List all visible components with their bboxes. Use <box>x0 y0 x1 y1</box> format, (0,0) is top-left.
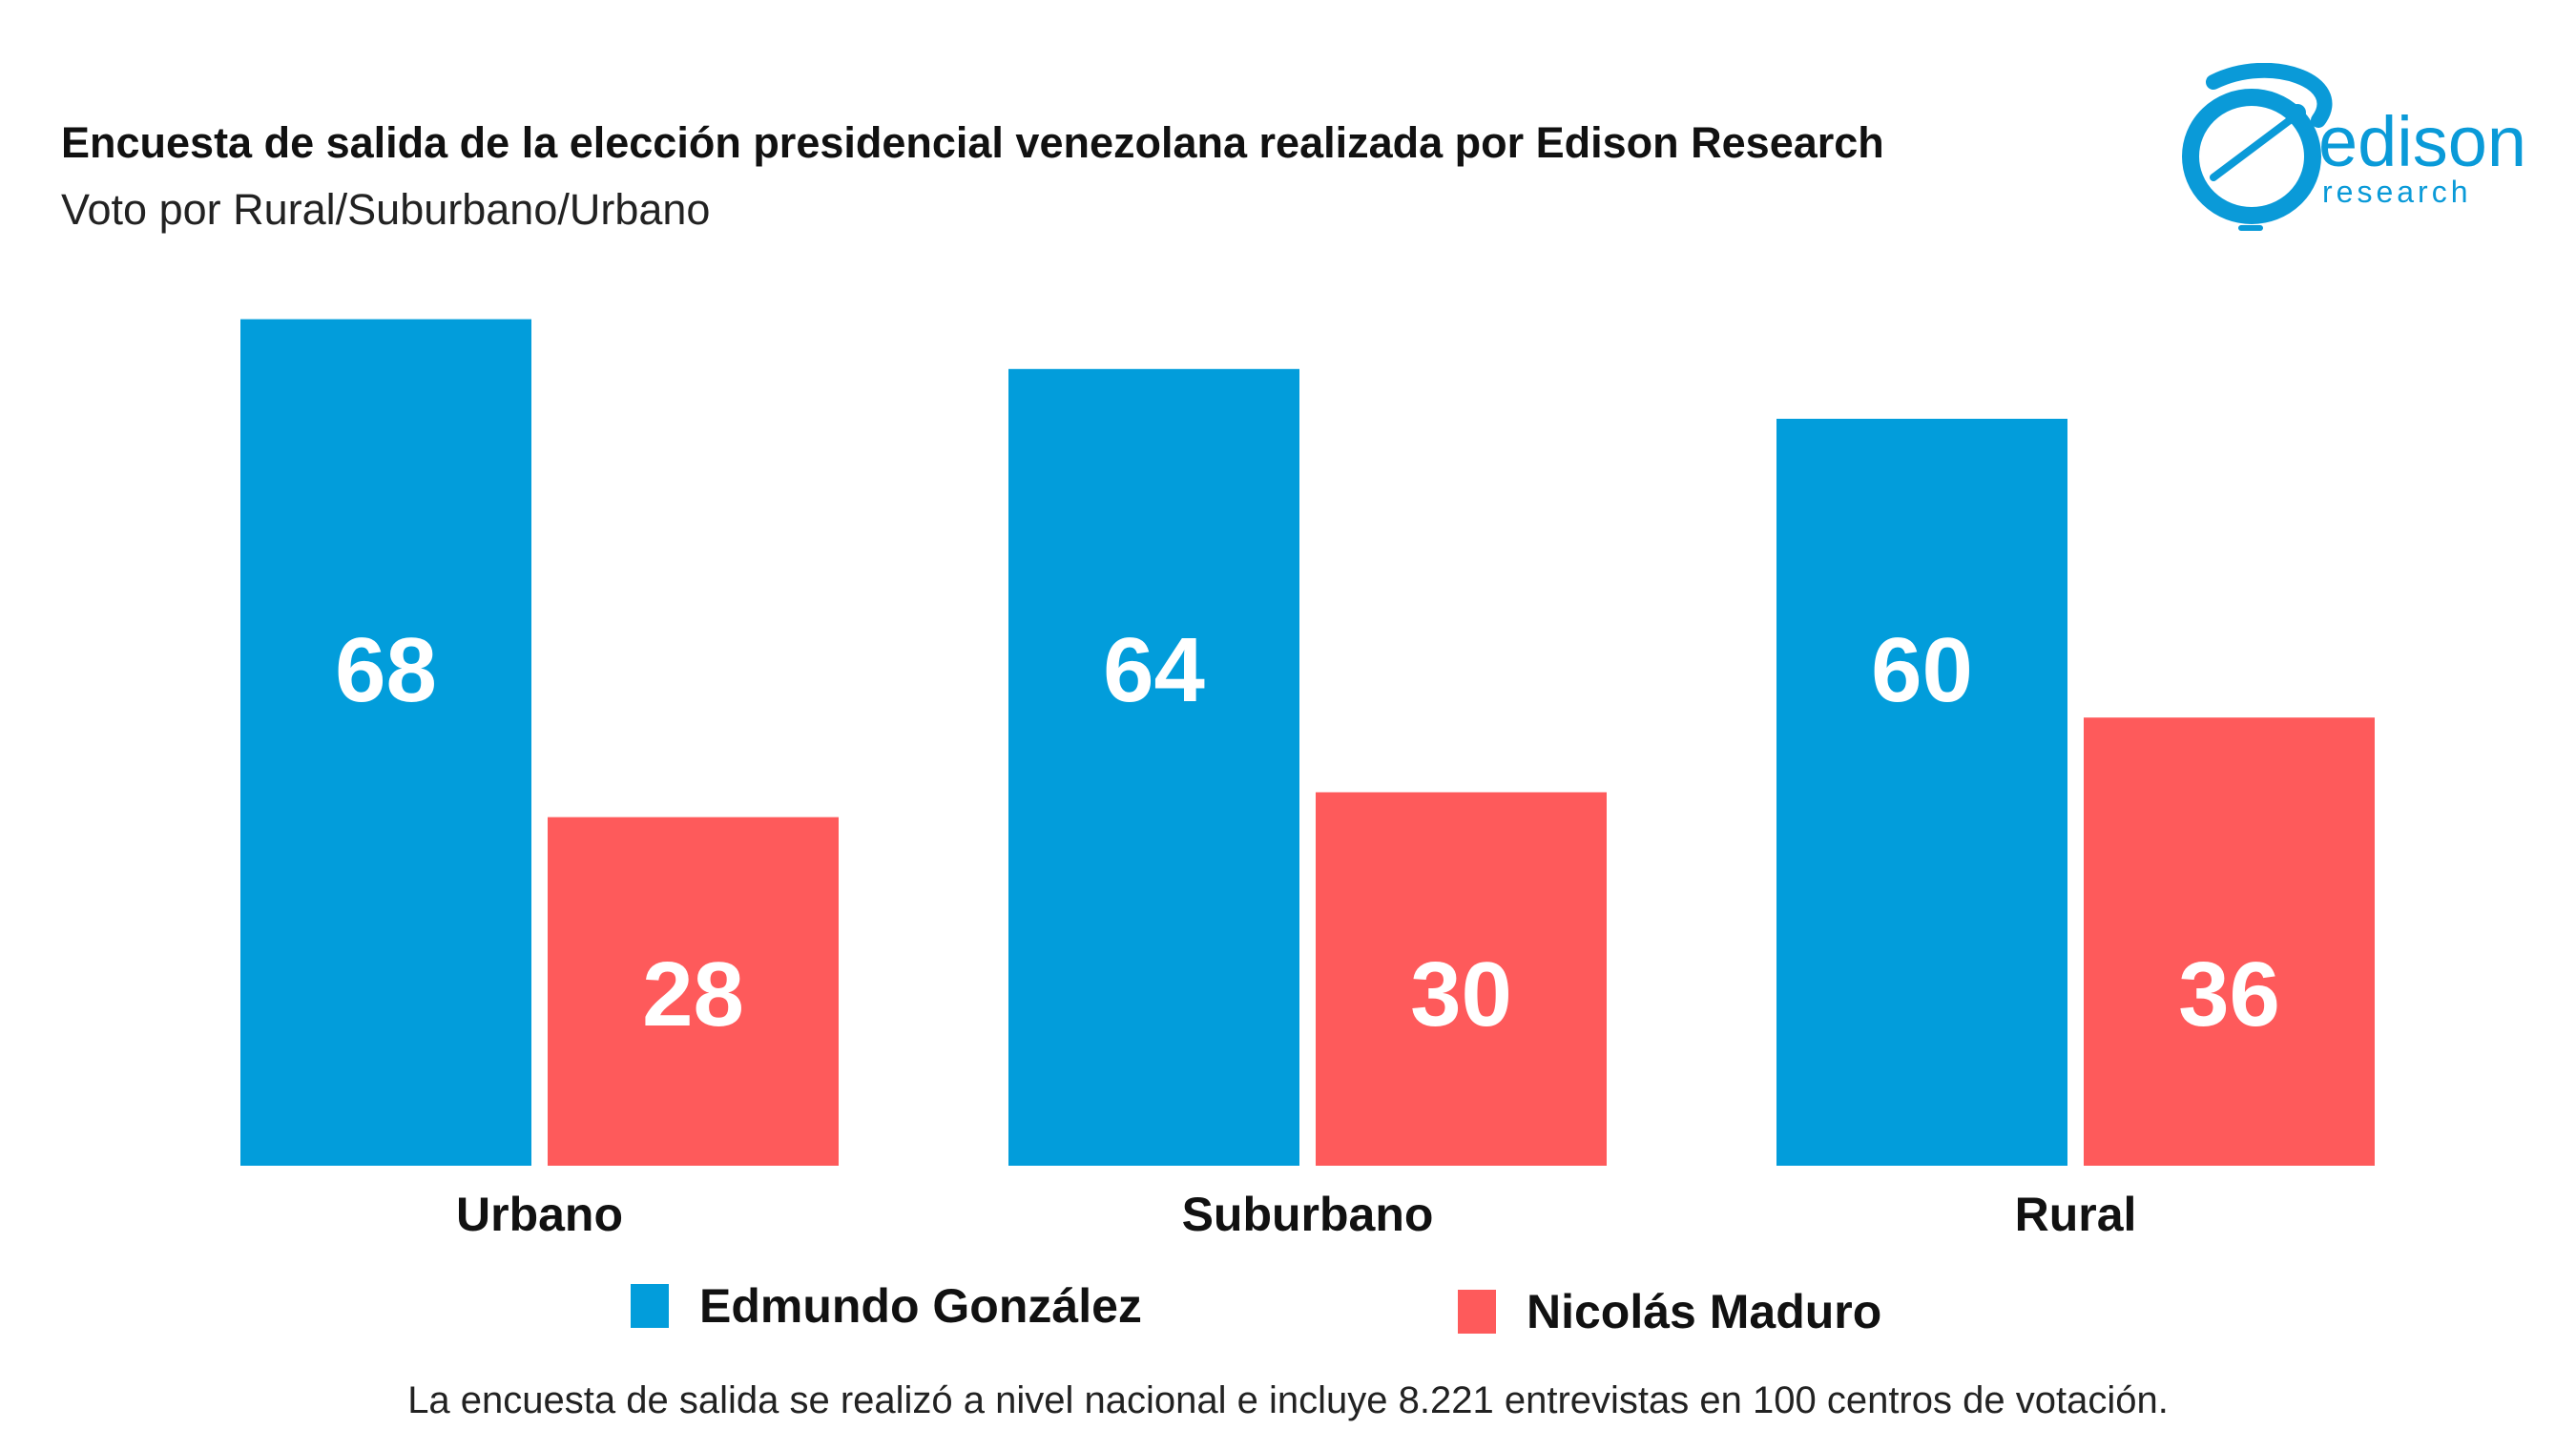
logo-wordmark: edison <box>2318 102 2526 181</box>
category-label-rural: Rural <box>2015 1188 2137 1241</box>
category-label-urbano: Urbano <box>456 1188 623 1241</box>
legend-item-gonzalez: Edmundo González <box>631 1278 1142 1334</box>
category-label-suburbano: Suburbano <box>1182 1188 1434 1241</box>
data-label-urbano-gonzalez: 68 <box>335 619 437 721</box>
legend-label-maduro: Nicolás Maduro <box>1527 1285 1882 1338</box>
edison-logo-icon: edison research <box>2182 62 2526 231</box>
data-label-suburbano-gonzalez: 64 <box>1103 619 1205 721</box>
bar-suburbano-gonzalez <box>1008 368 1299 1166</box>
edison-research-logo: edison research <box>2175 62 2538 235</box>
bar-suburbano-maduro <box>1316 792 1607 1166</box>
footnote: La encuesta de salida se realizó a nivel… <box>407 1379 2169 1421</box>
bar-rural-gonzalez <box>1776 419 2067 1166</box>
legend-item-maduro: Nicolás Maduro <box>1458 1284 1881 1339</box>
chart-title: Encuesta de salida de la elección presid… <box>61 118 1884 167</box>
data-label-urbano-maduro: 28 <box>642 943 744 1046</box>
legend-label-gonzalez: Edmundo González <box>699 1279 1142 1333</box>
data-label-rural-gonzalez: 60 <box>1871 619 1973 721</box>
legend-swatch-gonzalez <box>631 1284 669 1328</box>
bar-rural-maduro <box>2084 717 2375 1166</box>
bar-urbano-maduro <box>548 817 839 1166</box>
legend-swatch-maduro <box>1458 1290 1496 1334</box>
chart-subtitle: Voto por Rural/Suburbano/Urbano <box>61 185 711 234</box>
data-label-rural-maduro: 36 <box>2178 943 2280 1046</box>
data-label-suburbano-maduro: 30 <box>1410 943 1512 1046</box>
logo-tagline: research <box>2322 175 2472 209</box>
bar-urbano-gonzalez <box>240 319 531 1167</box>
